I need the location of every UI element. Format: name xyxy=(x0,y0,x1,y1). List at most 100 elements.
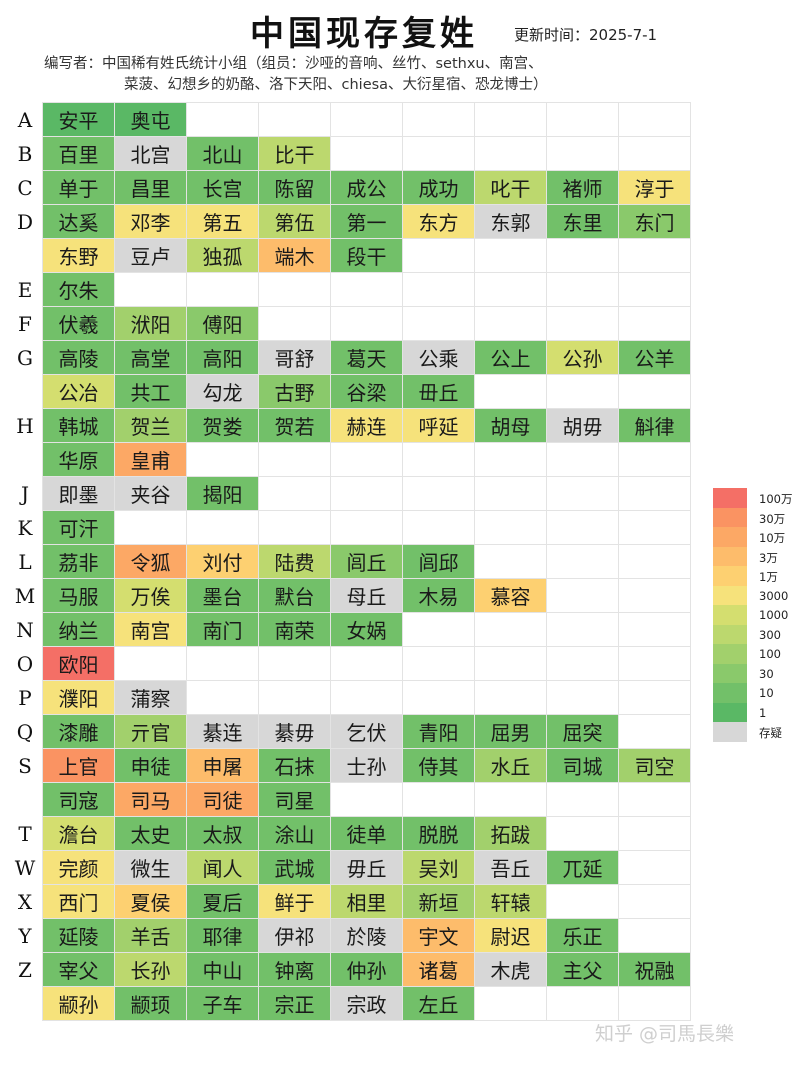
legend-label: 10万 xyxy=(759,531,786,545)
surname-cell: 中山 xyxy=(186,952,259,987)
surname-cell: 钟离 xyxy=(258,952,331,987)
surname-grid-body: A 安平 奥屯 B 百里 北宫 北山 比干 C 单于 昌里 长宫 陈留 成公 成功 叱干 褚师 淳于 D 达奚 邓李 第五… xyxy=(8,102,691,1021)
surname-cell: 东门 xyxy=(618,204,691,239)
surname-cell: 刘付 xyxy=(186,544,259,579)
surname-cell: 豆卢 xyxy=(114,238,187,273)
empty-cell xyxy=(474,374,547,409)
grid-row: C 单于 昌里 长宫 陈留 成公 成功 叱干 褚师 淳于 xyxy=(8,170,691,205)
surname-cell: 侍其 xyxy=(402,748,475,783)
empty-cell xyxy=(546,442,619,477)
surname-cell: 闻人 xyxy=(186,850,259,885)
empty-cell xyxy=(258,442,331,477)
surname-cell: 夏侯 xyxy=(114,884,187,919)
surname-cell: 左丘 xyxy=(402,986,475,1021)
surname-cell: 独孤 xyxy=(186,238,259,273)
surname-cell: 东方 xyxy=(402,204,475,239)
surname-cell: 延陵 xyxy=(42,918,115,953)
row-letter: T xyxy=(18,821,32,846)
surname-cell: 第五 xyxy=(186,204,259,239)
legend-label: 30 xyxy=(759,666,774,681)
grid-row: Y 延陵 羊舌 耶律 伊祁 於陵 宇文 尉迟 乐正 xyxy=(8,918,691,953)
empty-cell xyxy=(474,612,547,647)
empty-cell xyxy=(330,136,403,171)
empty-cell xyxy=(114,646,187,681)
row-letter: H xyxy=(16,413,34,438)
grid-row: N 纳兰 南宫 南门 南荣 女娲 xyxy=(8,612,691,647)
empty-cell xyxy=(474,782,547,817)
empty-cell xyxy=(186,646,259,681)
surname-cell: 韩城 xyxy=(42,408,115,443)
empty-cell xyxy=(618,816,691,851)
legend-label: 1 xyxy=(759,705,767,720)
empty-cell xyxy=(618,646,691,681)
surname-cell: 闾丘 xyxy=(330,544,403,579)
surname-cell: 欧阳 xyxy=(42,646,115,681)
surname-cell: 屈男 xyxy=(474,714,547,749)
empty-cell xyxy=(330,306,403,341)
surname-cell: 司空 xyxy=(618,748,691,783)
surname-cell: 东野 xyxy=(42,238,115,273)
surname-cell: 万俟 xyxy=(114,578,187,613)
surname-cell: 胡毋 xyxy=(546,408,619,443)
surname-cell: 鲜于 xyxy=(258,884,331,919)
surname-cell: 毌丘 xyxy=(402,374,475,409)
empty-cell xyxy=(546,306,619,341)
empty-cell xyxy=(546,680,619,715)
empty-cell xyxy=(618,884,691,919)
surname-cell: 宇文 xyxy=(402,918,475,953)
surname-cell: 马服 xyxy=(42,578,115,613)
watermark: 知乎 @司馬長樂 xyxy=(595,1023,735,1045)
surname-cell: 默台 xyxy=(258,578,331,613)
row-letter: W xyxy=(14,855,36,880)
surname-cell: 相里 xyxy=(330,884,403,919)
grid-row: G 高陵 高堂 高阳 哥舒 葛天 公乘 公上 公孙 公羊 xyxy=(8,340,691,375)
surname-cell: 胡母 xyxy=(474,408,547,443)
empty-cell xyxy=(186,510,259,545)
empty-cell xyxy=(618,918,691,953)
surname-cell: 青阳 xyxy=(402,714,475,749)
legend-label: 30万 xyxy=(759,511,786,526)
row-letter xyxy=(8,239,43,273)
legend-swatch xyxy=(713,663,747,683)
surname-cell: 比干 xyxy=(258,136,331,171)
row-letter: D xyxy=(16,209,34,234)
surname-cell: 涂山 xyxy=(258,816,331,851)
grid-row: T 澹台 太史 太叔 涂山 徒单 脱脱 拓跋 xyxy=(8,816,691,851)
empty-cell xyxy=(402,238,475,273)
empty-cell xyxy=(402,510,475,545)
surname-cell: 东郭 xyxy=(474,204,547,239)
surname-cell: 脱脱 xyxy=(402,816,475,851)
surname-cell: 宰父 xyxy=(42,952,115,987)
surname-cell: 申徒 xyxy=(114,748,187,783)
legend-label: 存疑 xyxy=(759,726,782,740)
empty-cell xyxy=(186,442,259,477)
surname-cell: 羊舌 xyxy=(114,918,187,953)
surname-cell: 北山 xyxy=(186,136,259,171)
surname-cell: 慕容 xyxy=(474,578,547,613)
surname-cell: 段干 xyxy=(330,238,403,273)
surname-cell: 成功 xyxy=(402,170,475,205)
empty-cell xyxy=(402,782,475,817)
surname-cell: 南宫 xyxy=(114,612,187,647)
surname-cell: 司寇 xyxy=(42,782,115,817)
surname-cell: 乞伏 xyxy=(330,714,403,749)
surname-cell: 綦连 xyxy=(186,714,259,749)
surname-cell: 宗政 xyxy=(330,986,403,1021)
surname-cell: 仲孙 xyxy=(330,952,403,987)
grid-row: 华原 皇甫 xyxy=(8,442,691,477)
row-letter: B xyxy=(17,141,33,166)
empty-cell xyxy=(186,272,259,307)
legend-swatch xyxy=(713,507,747,527)
empty-cell xyxy=(330,646,403,681)
surname-cell: 颛孙 xyxy=(42,986,115,1021)
grid-row: W 完颜 微生 闻人 武城 毋丘 吴刘 吾丘 兀延 xyxy=(8,850,691,885)
surname-cell: 吴刘 xyxy=(402,850,475,885)
surname-cell: 新垣 xyxy=(402,884,475,919)
authors-line-1: 编写者：中国稀有姓氏统计小组（组员：沙哑的音响、丝竹、sethxu、南宫、 xyxy=(44,56,543,72)
surname-cell: 太史 xyxy=(114,816,187,851)
surname-cell: 完颜 xyxy=(42,850,115,885)
surname-cell: 司星 xyxy=(258,782,331,817)
empty-cell xyxy=(474,238,547,273)
surname-cell: 闾邱 xyxy=(402,544,475,579)
surname-cell: 綦毋 xyxy=(258,714,331,749)
